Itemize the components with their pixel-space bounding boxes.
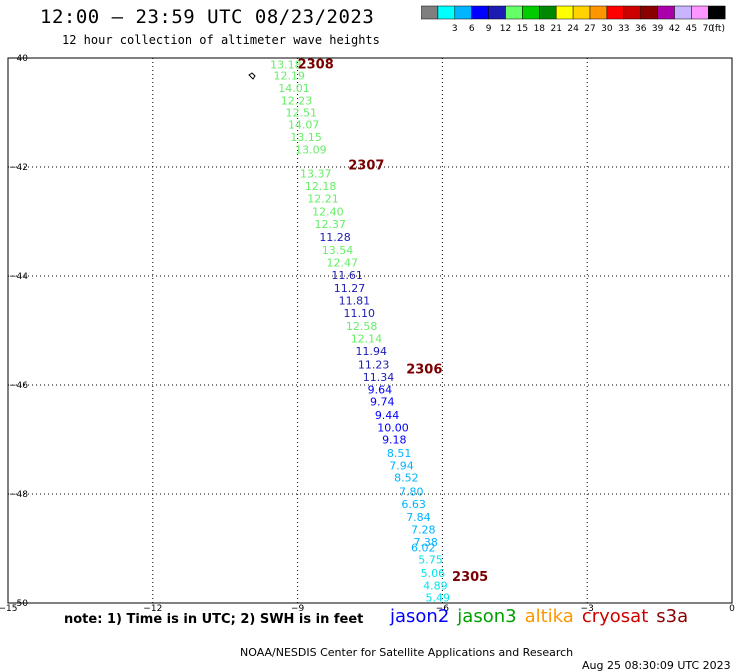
swh-label: 11.28	[319, 231, 351, 244]
colorbar-label: 39	[652, 24, 664, 34]
footer: NOAA/NESDIS Center for Satellite Applica…	[0, 633, 740, 672]
plot-frame	[7, 57, 733, 604]
colorbar-label: 18	[534, 24, 546, 34]
colorbar-label: 12	[500, 24, 511, 34]
swh-label: 4.89	[423, 580, 448, 593]
x-tick-label: −6	[436, 604, 450, 614]
footer-timestamp: Aug 25 08:30:09 UTC 2023	[582, 659, 731, 672]
colorbar-label: 27	[584, 24, 595, 34]
swh-label: 13.09	[295, 144, 327, 157]
time-labels: 2308 2307 2306 2305	[298, 57, 489, 584]
colorbar-label: 9	[486, 24, 492, 34]
swh-label: 8.52	[394, 472, 419, 485]
colorbar-label: 70	[703, 24, 715, 34]
colorbar-label: 3	[452, 24, 458, 34]
x-tick-label: 0	[729, 604, 735, 614]
swh-label: 7.84	[406, 511, 431, 524]
satellite-legend-item: jason2	[390, 606, 450, 627]
swh-label: 5.75	[418, 553, 443, 566]
swh-label: 11.34	[363, 371, 395, 384]
y-tick-label: −50	[9, 599, 28, 609]
swh-label: 11.61	[331, 269, 363, 282]
swh-label: 12.51	[286, 107, 318, 120]
swh-label: 12.21	[307, 193, 339, 206]
grid-lines	[8, 58, 732, 603]
swh-label: 14.01	[278, 82, 310, 95]
x-tick-label: −3	[581, 604, 594, 614]
swh-label: 12.18	[305, 180, 337, 193]
colorbar-unit: (ft)	[711, 24, 725, 34]
swh-label: 13.18	[270, 59, 302, 72]
swh-label: 7.28	[411, 523, 436, 536]
swh-labels: 13.1812.1914.0112.2312.5114.0713.1513.09…	[270, 59, 450, 605]
swh-label: 5.49	[426, 592, 451, 605]
swh-label: 6.02	[411, 541, 436, 554]
swh-label: 13.37	[300, 168, 332, 181]
chart-title: 12:00 – 23:59 UTC 08/23/2023	[40, 6, 375, 28]
swh-label: 12.23	[281, 95, 313, 108]
swh-label: 12.19	[273, 69, 305, 82]
note-text: note: 1) Time is in UTC; 2) SWH is in fe…	[64, 612, 364, 627]
colorbar-swatch	[708, 5, 726, 20]
swh-label: 11.23	[358, 358, 390, 371]
axes: −15 −12 −9 −6 −3 0 −40 −42 −44 −46 −48 −50	[0, 54, 735, 614]
swh-label: 13.15	[290, 131, 322, 144]
colorbar-label: 24	[567, 24, 579, 34]
colorbar-label: 15	[517, 24, 528, 34]
y-tick-label: −40	[9, 54, 28, 64]
island-shape	[248, 72, 256, 80]
swh-label: 9.64	[368, 383, 393, 396]
colorbar-label: 33	[618, 24, 629, 34]
swh-label: 6.63	[401, 498, 426, 511]
time-label: 2305	[452, 570, 488, 585]
satellite-legend: jason2 jason3 altika cryosat s3a	[390, 606, 696, 627]
satellite-legend-item: cryosat	[581, 606, 649, 627]
swh-label: 12.37	[314, 218, 346, 231]
swh-label: 5.06	[421, 567, 446, 580]
colorbar-legend: 3 6 9 12 15 18 21 24 27 30 33 36 39 42 45 70(ft)	[421, 5, 726, 34]
y-tick-label: −46	[9, 381, 28, 391]
footer-credit: NOAA/NESDIS Center for Satellite Applica…	[240, 646, 574, 659]
swh-label: 9.44	[375, 409, 400, 422]
colorbar-label: 30	[601, 24, 613, 34]
satellite-legend-item: s3a	[656, 606, 689, 627]
swh-label: 8.51	[387, 447, 412, 460]
swh-label: 13.54	[322, 244, 354, 257]
swh-label: 12.14	[351, 333, 383, 346]
swh-label: 11.27	[334, 282, 366, 295]
swh-label: 12.40	[312, 206, 344, 219]
swh-label: 10.00	[377, 422, 409, 435]
coastline	[248, 72, 256, 80]
y-tick-label: −48	[9, 490, 28, 500]
swh-label: 9.18	[382, 434, 407, 447]
swh-label: 9.74	[370, 395, 395, 408]
colorbar-label: 6	[469, 24, 475, 34]
x-tick-label: −12	[143, 604, 162, 614]
swh-label: 14.07	[288, 118, 320, 131]
colorbar-label: 42	[669, 24, 680, 34]
y-tick-label: −42	[9, 163, 28, 173]
x-tick-label: −9	[291, 604, 305, 614]
swh-label: 11.10	[343, 307, 375, 320]
time-label: 2307	[348, 158, 384, 173]
plot-area: −15 −12 −9 −6 −3 0−40−42−44−46−48−50 13.1812.…	[0, 54, 735, 614]
time-label: 2308	[298, 57, 334, 72]
colorbar-label: 45	[686, 24, 697, 34]
swh-label: 11.94	[356, 345, 388, 358]
swh-label: 7.38	[413, 536, 438, 549]
chart-subtitle: 12 hour collection of altimeter wave hei…	[62, 33, 380, 47]
swh-label: 11.81	[339, 295, 371, 308]
x-tick-label: −15	[0, 604, 18, 614]
colorbar-label: 36	[635, 24, 647, 34]
swh-label: 12.58	[346, 320, 378, 333]
satellite-legend-item: altika	[524, 606, 574, 627]
swh-label: 7.80	[399, 485, 424, 498]
y-tick-label: −44	[9, 272, 28, 282]
swh-label: 7.94	[389, 460, 414, 473]
satellite-legend-item: jason3	[457, 606, 517, 627]
colorbar-label: 21	[550, 24, 561, 34]
swh-label: 12.47	[327, 256, 359, 269]
time-label: 2306	[406, 363, 442, 378]
